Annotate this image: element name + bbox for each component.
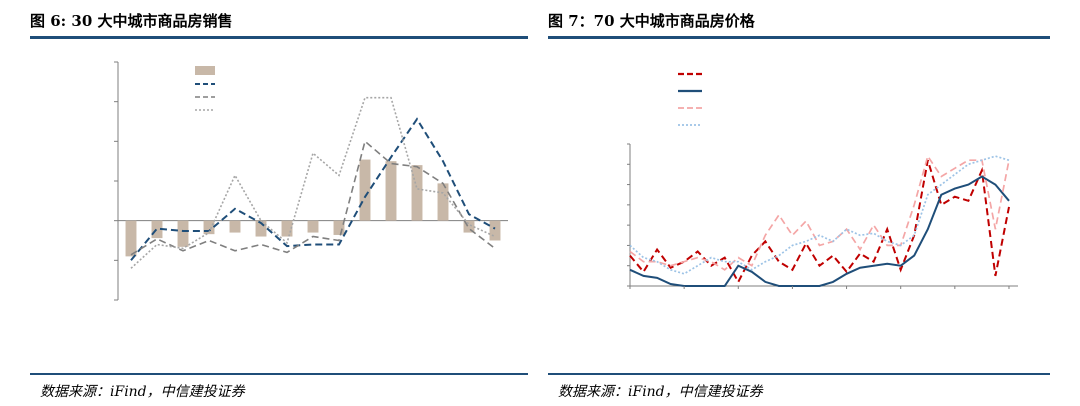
title-rule xyxy=(548,36,1050,39)
bar-2023-02 xyxy=(359,159,371,221)
bar-2022-08 xyxy=(203,220,215,235)
line-series-2 xyxy=(130,139,496,256)
figure-title: 图 7：70 大中城市商品房价格 xyxy=(548,12,755,30)
line-series-1 xyxy=(130,117,496,261)
line-series-3 xyxy=(629,154,1010,271)
bar-2023-07 xyxy=(489,220,501,241)
title-rule xyxy=(30,36,528,39)
bar-2023-05 xyxy=(437,183,449,221)
bar-2023-06 xyxy=(463,220,475,233)
figure-6-panel: 图 6: 30 大中城市商品房销售 数据来源：iFind，中信建投证券 xyxy=(30,0,528,406)
data-source: 数据来源：iFind，中信建投证券 xyxy=(558,384,763,400)
bar-2022-10 xyxy=(255,220,267,237)
bar-2022-07 xyxy=(177,220,189,247)
line-series-4 xyxy=(629,155,1010,275)
legend-swatch-bar xyxy=(195,66,215,75)
data-source: 数据来源：iFind，中信建投证券 xyxy=(40,384,245,400)
bar-2022-05 xyxy=(125,220,137,257)
bar-2022-06 xyxy=(151,220,163,239)
figure-title: 图 6: 30 大中城市商品房销售 xyxy=(30,12,233,30)
bar-2023-03 xyxy=(385,161,397,221)
bar-2022-09 xyxy=(229,220,241,233)
bar-2023-01 xyxy=(333,220,345,235)
footer-rule xyxy=(548,373,1050,375)
bar-2022-12 xyxy=(307,220,319,233)
line-series-1 xyxy=(629,159,1010,285)
chart-70-city-prices xyxy=(627,72,1018,289)
figure-7-panel: 图 7：70 大中城市商品房价格 数据来源：iFind，中信建投证券 xyxy=(548,0,1050,406)
line-series-2 xyxy=(629,175,1010,287)
footer-rule xyxy=(30,373,528,375)
line-series-3 xyxy=(130,96,496,269)
bar-2022-11 xyxy=(281,220,293,237)
bar-2023-04 xyxy=(411,165,423,221)
chart-30-city-sales xyxy=(114,61,508,301)
